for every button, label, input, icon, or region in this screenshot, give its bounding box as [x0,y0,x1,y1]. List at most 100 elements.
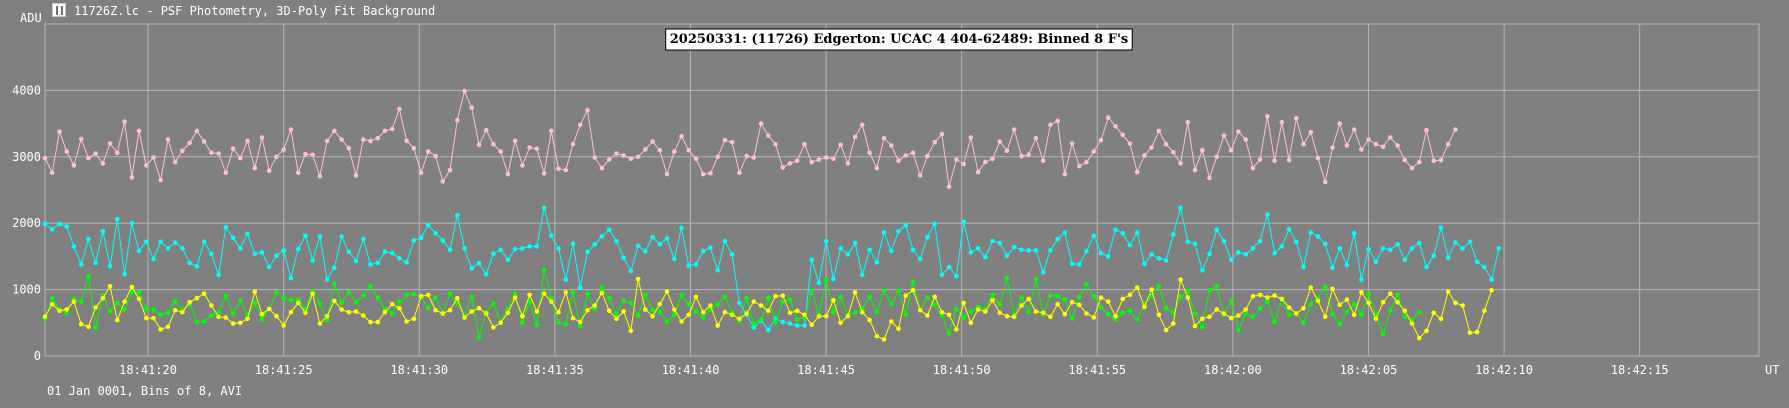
series-3-point [1395,292,1400,298]
series-2-point [42,221,48,227]
series-2-point [375,260,381,266]
series-1-point [266,168,272,173]
series-4-point [809,322,814,328]
series-3-point [1120,310,1125,316]
series-4-point [324,313,330,319]
series-2-point [534,244,540,249]
series-3-point [144,306,149,312]
series-2-point [245,231,250,237]
series-2-point [64,224,69,229]
series-4-point [563,290,569,295]
series-4-point [527,292,532,298]
series-1-point [563,167,569,173]
series-4-point [787,310,793,316]
series-2-point [180,246,185,251]
series-1-point [1178,161,1183,166]
series-3-point [1163,305,1169,311]
series-4-point [361,313,366,318]
series-1-point [483,127,489,133]
series-1-point [238,155,243,161]
series-2-point [1366,246,1371,252]
series-4-point [773,293,778,299]
series-1-point [310,152,315,158]
y-tick-label: 1000 [12,283,41,297]
series-3-point [230,311,236,316]
series-4-point [1395,299,1400,305]
series-3-point [151,307,156,312]
series-2-point [527,244,532,249]
series-3-point [744,295,749,301]
series-1-point [1308,129,1314,135]
series-2-point [1178,205,1183,211]
series-4-point [78,321,84,327]
series-2-point [845,252,851,257]
series-1-point [585,108,590,113]
series-4-point [1337,302,1342,308]
series-3-point [628,300,634,306]
series-1-point [614,151,619,156]
series-4-point [1409,321,1415,326]
series-4-point [1351,312,1357,318]
series-4-point [498,320,504,326]
series-3-point [946,331,952,336]
x-tick-label: 18:41:45 [797,363,855,377]
series-4-point [534,309,540,314]
series-4-point [614,316,619,322]
series-4-point [310,291,315,296]
series-4-point [1228,315,1234,321]
series-1-point [1098,137,1104,143]
series-4-point [64,307,69,312]
series-4-point [353,309,359,314]
series-1-point [1366,137,1371,142]
series-1-point [1279,120,1285,125]
series-2-point [1337,246,1342,251]
series-1-point [541,171,547,176]
series-1-point [1344,143,1350,148]
series-1-point [802,141,807,147]
series-2-point [1127,242,1133,248]
series-4-point [1294,311,1299,316]
series-4-point [266,306,272,312]
series-2-point [288,276,294,281]
series-1-point [968,135,974,140]
series-2-point [483,272,489,277]
series-1-point [599,165,605,171]
series-2-point [1236,250,1241,255]
series-3-point [274,290,279,295]
series-3-point [136,290,142,295]
series-4-point [1359,290,1364,295]
series-1-point [1142,153,1147,158]
series-1-point [1409,165,1415,171]
series-2-point [983,254,988,260]
series-2-point [708,245,713,251]
series-3-point [751,321,757,326]
series-4-point [71,299,77,304]
series-2-point [903,222,908,228]
series-3-point [549,295,554,301]
app-icon[interactable] [52,3,66,17]
series-4-point [650,313,655,319]
series-1-point [1315,155,1321,161]
series-1-point [100,161,106,166]
series-4-point [447,307,453,313]
series-1-point [946,184,952,189]
series-2-point [447,247,453,253]
series-3-point [570,290,576,295]
series-4-point [621,309,626,314]
series-1-point [71,163,77,168]
series-1-point [997,139,1003,144]
series-2-point [1301,264,1306,270]
series-1-point [1424,127,1429,133]
series-2-point [686,263,691,269]
series-3-point [1113,317,1118,322]
series-3-point [910,279,916,284]
series-1-point [831,156,836,162]
series-4-point [664,289,670,294]
series-2-point [346,249,352,255]
x-tick-label: 18:41:40 [662,363,720,377]
series-1-point [1192,167,1198,173]
series-2-point [418,235,424,241]
series-3-point [389,311,395,316]
series-3-point [107,309,113,314]
series-1-point [693,156,699,162]
